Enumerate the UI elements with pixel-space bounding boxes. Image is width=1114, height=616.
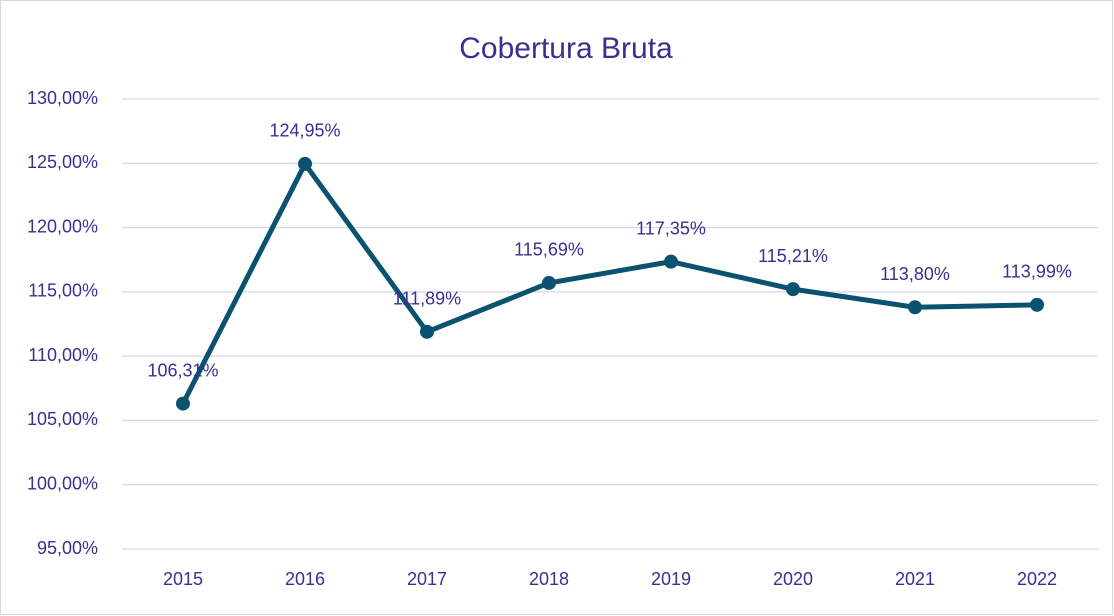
y-tick-label: 125,00% bbox=[27, 152, 98, 172]
data-point bbox=[908, 300, 922, 315]
data-label: 106,31% bbox=[147, 360, 218, 380]
y-tick-label: 105,00% bbox=[27, 409, 98, 429]
data-label: 111,89% bbox=[393, 289, 461, 309]
data-point bbox=[176, 396, 190, 411]
x-tick-label: 2015 bbox=[163, 569, 203, 589]
data-label: 124,95% bbox=[269, 121, 340, 141]
y-tick-label: 100,00% bbox=[27, 473, 98, 493]
x-tick-label: 2022 bbox=[1017, 569, 1057, 589]
data-point bbox=[786, 282, 800, 297]
x-tick-label: 2016 bbox=[285, 569, 325, 589]
data-point bbox=[1030, 297, 1044, 312]
data-point bbox=[664, 254, 678, 269]
series-line bbox=[180, 161, 1038, 405]
x-tick-label: 2018 bbox=[529, 569, 569, 589]
x-tick-label: 2021 bbox=[895, 569, 935, 589]
y-tick-label: 95,00% bbox=[37, 538, 98, 558]
x-tick-label: 2017 bbox=[407, 569, 447, 589]
data-label: 113,99% bbox=[1002, 262, 1072, 282]
x-tick-label: 2019 bbox=[651, 569, 691, 589]
y-tick-label: 120,00% bbox=[27, 216, 98, 236]
y-tick-label: 110,00% bbox=[28, 345, 98, 365]
data-point bbox=[542, 275, 556, 290]
chart-title: Cobertura Bruta bbox=[459, 32, 673, 65]
data-point bbox=[420, 324, 434, 339]
data-label: 113,80% bbox=[880, 264, 950, 284]
y-tick-label: 130,00% bbox=[27, 88, 98, 108]
x-tick-label: 2020 bbox=[773, 569, 813, 589]
data-point bbox=[298, 156, 312, 171]
data-label: 115,21% bbox=[758, 246, 828, 266]
y-tick-label: 115,00% bbox=[28, 281, 98, 301]
data-label: 117,35% bbox=[636, 218, 706, 238]
data-label: 115,69% bbox=[514, 240, 584, 260]
